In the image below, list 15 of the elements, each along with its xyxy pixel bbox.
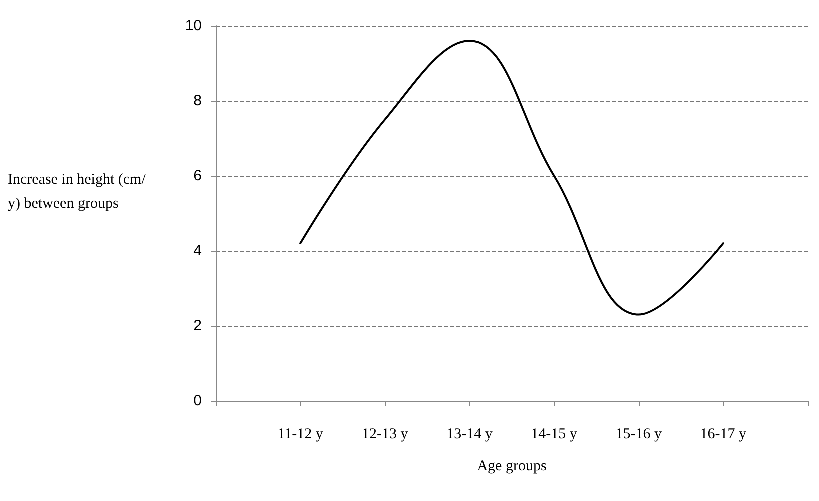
- x-tick-label: 15-16 y: [616, 426, 662, 442]
- x-tick-label: 12-13 y: [362, 426, 409, 442]
- line-series: [300, 40, 724, 316]
- y-tick-label: 10: [185, 18, 202, 34]
- y-axis-title: Increase in height (cm/y) between groups: [8, 172, 147, 212]
- y-tick-label: 4: [194, 242, 202, 260]
- x-tick-label: 16-17 y: [700, 426, 748, 442]
- y-tick-label: 0: [194, 392, 202, 410]
- x-axis-title: Age groups: [477, 458, 547, 474]
- x-tick-label: 14-15 y: [531, 426, 578, 442]
- x-tick-label: 11-12 y: [278, 426, 324, 442]
- y-tick-label: 2: [194, 318, 202, 334]
- y-tick-label: 8: [194, 92, 202, 110]
- y-tick-label: 6: [194, 168, 202, 184]
- x-tick-label: 13-14 y: [446, 426, 494, 442]
